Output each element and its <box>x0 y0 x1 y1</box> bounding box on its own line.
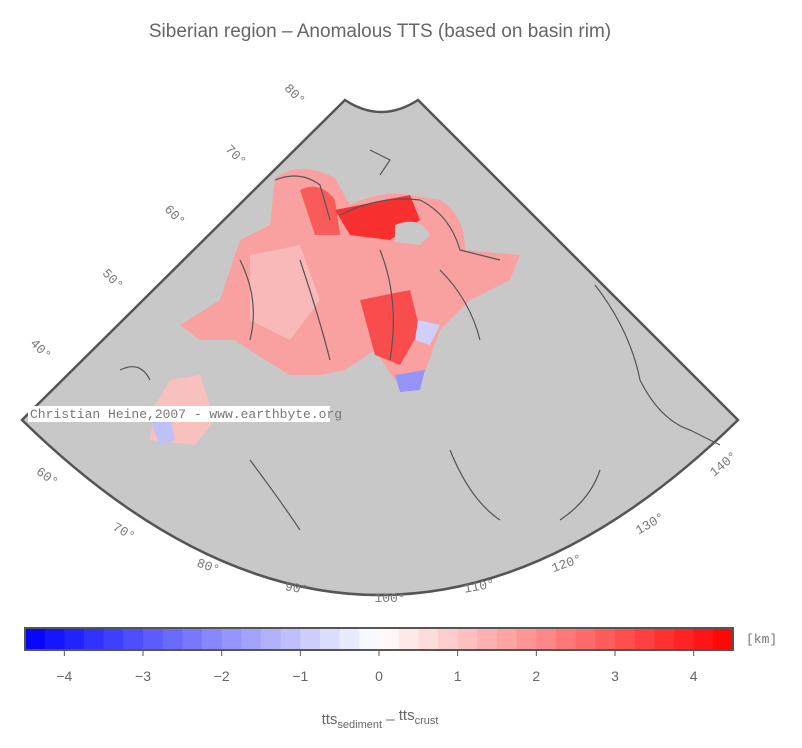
colorbar-segment <box>379 628 400 650</box>
colorbar-segment <box>536 628 557 650</box>
latitude-label: 50° <box>99 266 126 293</box>
longitude-label: 120° <box>550 551 584 576</box>
latitude-label: 40° <box>27 336 54 363</box>
longitude-label: 130° <box>633 510 668 539</box>
latitude-label: 80° <box>281 81 308 108</box>
colorbar-tick-label: 4 <box>690 668 698 684</box>
colorbar-segment <box>516 628 537 650</box>
colorbar-segment <box>477 628 498 650</box>
title: Siberian region – Anomalous TTS (based o… <box>149 21 611 42</box>
colorbar-segment <box>674 628 695 650</box>
colorbar-segment <box>103 628 124 650</box>
colorbar-segment <box>438 628 459 650</box>
colorbar-segment <box>693 628 714 650</box>
colorbar-segment <box>25 628 46 650</box>
colorbar-segment <box>261 628 282 650</box>
watermark-box <box>28 406 330 422</box>
colorbar-segment <box>300 628 321 650</box>
colorbar-label-part: crust <box>415 715 439 727</box>
longitude-label: 140° <box>707 449 741 481</box>
anomaly-field <box>150 169 520 445</box>
colorbar-tick-label: −4 <box>56 668 72 684</box>
colorbar-segment <box>84 628 105 650</box>
colorbar-segment <box>654 628 675 650</box>
longitude-label: 110° <box>463 576 496 596</box>
colorbar-segment <box>418 628 439 650</box>
colorbar-segment <box>595 628 616 650</box>
colorbar-segment <box>182 628 203 650</box>
colorbar-segment <box>713 628 734 650</box>
colorbar-tick-label: −1 <box>292 668 308 684</box>
colorbar: −4 −3 −2 −1 0 1 2 3 4[km]ttssediment – ttscrust <box>24 627 777 731</box>
colorbar-segment <box>280 628 301 650</box>
colorbar-segment <box>359 628 380 650</box>
colorbar-segment <box>339 628 360 650</box>
colorbar-segment <box>320 628 341 650</box>
colorbar-tick-label: −2 <box>214 668 230 684</box>
colorbar-label: ttssediment – ttscrust <box>322 707 439 731</box>
colorbar-segment <box>398 628 419 650</box>
longitude-label: 70° <box>110 520 138 545</box>
colorbar-segment <box>241 628 262 650</box>
longitude-label: 90° <box>284 579 310 598</box>
colorbar-tick-label: 3 <box>611 668 619 684</box>
colorbar-tick-label: 1 <box>454 668 462 684</box>
colorbar-segment <box>634 628 655 650</box>
colorbar-tick-label: −3 <box>135 668 151 684</box>
colorbar-unit: [km] <box>746 632 777 647</box>
colorbar-segment <box>556 628 577 650</box>
colorbar-tick-label: 0 <box>375 668 383 684</box>
latitude-label: 70° <box>222 142 249 169</box>
colorbar-segment <box>44 628 65 650</box>
colorbar-tick-label: 2 <box>532 668 540 684</box>
watermark: Christian Heine,2007 - www.earthbyte.org <box>30 407 342 422</box>
colorbar-label-part: – <box>382 711 399 728</box>
colorbar-segment <box>123 628 144 650</box>
colorbar-label-part: sediment <box>337 719 382 731</box>
colorbar-segment <box>497 628 518 650</box>
colorbar-segment <box>162 628 183 650</box>
coastlines <box>119 149 721 531</box>
longitude-label: 60° <box>33 464 61 490</box>
colorbar-segment <box>143 628 164 650</box>
colorbar-segment <box>202 628 223 650</box>
colorbar-segment <box>457 628 478 650</box>
colorbar-label-part: tts <box>322 711 338 728</box>
longitude-label: 100° <box>374 591 405 606</box>
colorbar-segment <box>575 628 596 650</box>
colorbar-label-part: tts <box>399 707 415 724</box>
colorbar-segment <box>64 628 85 650</box>
latitude-label: 60° <box>161 202 188 229</box>
colorbar-segment <box>615 628 636 650</box>
colorbar-segment <box>221 628 242 650</box>
